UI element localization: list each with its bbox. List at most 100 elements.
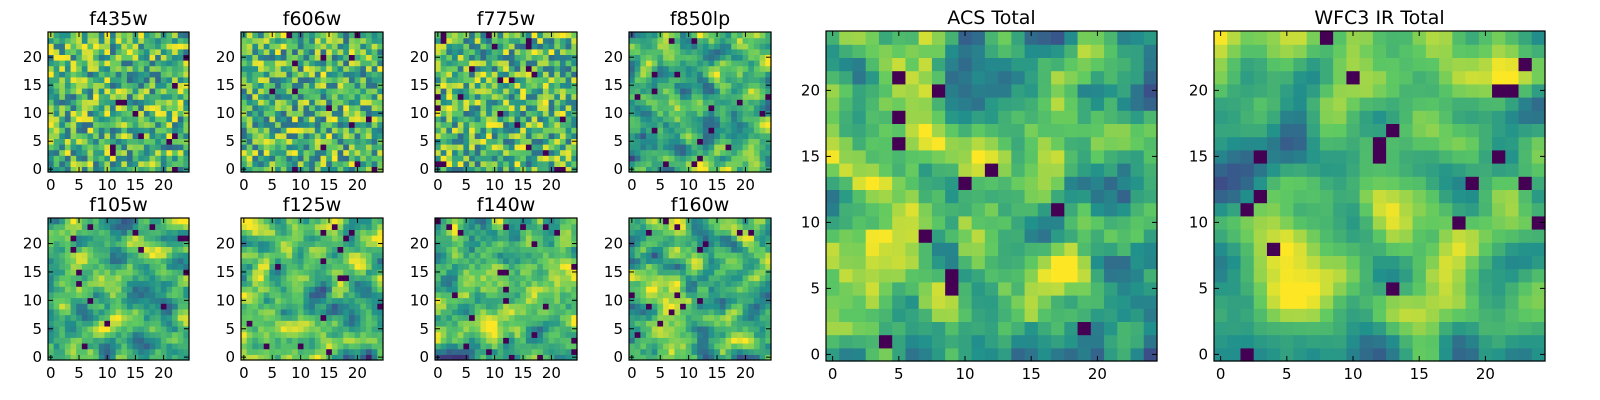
heatmap-cell: [246, 138, 253, 145]
heatmap-cell: [320, 116, 327, 123]
heatmap-cell: [826, 229, 840, 243]
heatmap-cell: [354, 110, 361, 117]
heatmap-cell: [132, 257, 139, 265]
heatmap-cell: [241, 144, 248, 151]
heatmap-cell: [1505, 83, 1520, 98]
heatmap-cell: [1214, 308, 1228, 322]
heatmap-cell: [155, 160, 162, 167]
heatmap-cell: [892, 215, 907, 230]
heatmap-cell: [1465, 334, 1480, 349]
heatmap-cell: [1293, 242, 1308, 256]
heatmap-cell: [59, 240, 66, 247]
heatmap-cell: [674, 138, 681, 145]
heatmap-cell: [309, 110, 316, 117]
heatmap-cell: [748, 138, 755, 145]
heatmap-cell: [354, 88, 361, 95]
heatmap-cell: [53, 229, 60, 236]
heatmap-cell: [634, 127, 641, 134]
heatmap-cell: [183, 286, 190, 293]
heatmap-cell: [314, 32, 322, 39]
heatmap-cell: [297, 291, 305, 299]
heatmap-cell: [1412, 83, 1427, 98]
heatmap-cell: [297, 342, 305, 350]
heatmap-cell: [674, 121, 681, 128]
heatmap-cell: [931, 268, 946, 283]
heatmap-cell: [326, 342, 333, 350]
heatmap-cell: [48, 235, 55, 242]
axes-frame: [47, 217, 190, 361]
heatmap-cell: [865, 242, 880, 256]
heatmap-cell: [1531, 229, 1546, 243]
heatmap-cell: [765, 116, 772, 123]
heatmap-cell: [246, 88, 253, 95]
heatmap-cell: [348, 76, 356, 83]
heatmap-cell: [1439, 149, 1453, 164]
heatmap-cell: [1240, 123, 1255, 138]
heatmap-cell: [138, 348, 145, 355]
heatmap-cell: [149, 88, 156, 95]
heatmap-cell: [143, 354, 151, 361]
heatmap-cell: [93, 37, 100, 44]
heatmap-cell: [64, 320, 72, 327]
heatmap-cell: [320, 60, 327, 67]
heatmap-cell: [514, 132, 521, 139]
heatmap-cell: [463, 144, 470, 151]
heatmap-cell: [1227, 70, 1242, 85]
heatmap-cell: [53, 297, 60, 304]
heatmap-cell: [719, 43, 727, 50]
heatmap-cell: [115, 223, 122, 230]
heatmap-cell: [958, 255, 973, 270]
heatmap-cell: [1024, 110, 1039, 124]
heatmap-cell: [668, 82, 676, 89]
heatmap-cell: [98, 149, 105, 156]
heatmap-cell: [343, 88, 350, 95]
heatmap-cell: [852, 57, 867, 72]
heatmap-cell: [126, 348, 134, 355]
heatmap-cell: [303, 88, 310, 95]
heatmap-cell: [892, 321, 907, 336]
heatmap-cell: [143, 280, 151, 287]
heatmap-cell: [905, 70, 920, 85]
heatmap-cell: [1090, 83, 1105, 98]
heatmap-cell: [59, 65, 66, 72]
x-tick-label: 0: [627, 176, 637, 194]
heatmap-cell: [634, 121, 641, 128]
heatmap-cell: [81, 303, 89, 310]
heatmap-cell: [246, 354, 253, 361]
heatmap-cell: [354, 297, 361, 304]
heatmap-cell: [360, 99, 367, 106]
heatmap-cell: [674, 93, 681, 100]
heatmap-cell: [753, 166, 761, 173]
heatmap-cell: [132, 314, 139, 321]
heatmap-cell: [753, 54, 761, 61]
heatmap-cell: [463, 82, 470, 89]
heatmap-cell: [70, 246, 77, 253]
heatmap-cell: [826, 308, 840, 322]
heatmap-cell: [945, 281, 959, 296]
heatmap-cell: [280, 138, 288, 145]
heatmap-cell: [126, 252, 134, 259]
heatmap-cell: [104, 88, 111, 95]
heatmap-cell: [143, 32, 151, 39]
heatmap-cell: [110, 132, 117, 139]
heatmap-cell: [303, 60, 310, 67]
heatmap-cell: [297, 48, 305, 55]
heatmap-cell: [691, 88, 698, 95]
heatmap-cell: [98, 48, 105, 55]
heatmap-cell: [252, 354, 259, 361]
heatmap-cell: [87, 99, 94, 106]
heatmap-cell: [87, 342, 94, 350]
heatmap-cell: [258, 342, 265, 350]
heatmap-cell: [1104, 242, 1118, 256]
heatmap-cell: [320, 286, 327, 293]
heatmap-cell: [320, 43, 327, 50]
heatmap-cell: [59, 308, 66, 316]
heatmap-cell: [297, 104, 305, 111]
heatmap-cell: [1412, 31, 1427, 45]
heatmap-cell: [177, 235, 184, 242]
heatmap-cell: [440, 127, 447, 134]
heatmap-cell: [149, 149, 156, 156]
heatmap-cell: [326, 93, 333, 100]
heatmap-cell: [452, 160, 459, 167]
